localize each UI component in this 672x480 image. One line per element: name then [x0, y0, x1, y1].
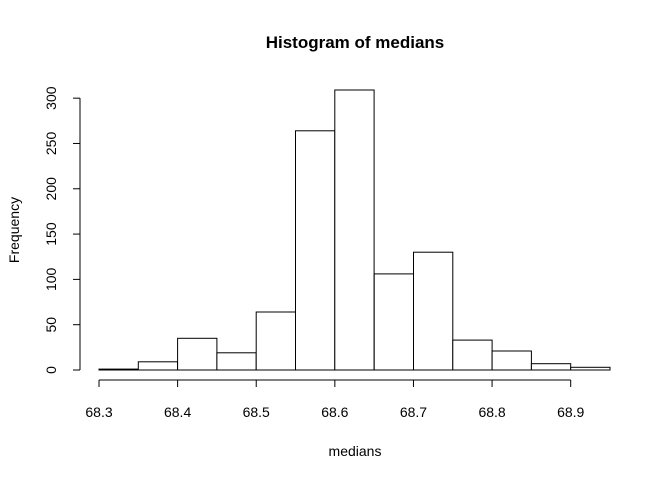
- histogram-bar: [452, 339, 493, 371]
- y-tick-label: 300: [43, 86, 59, 110]
- y-tick-label: 50: [43, 317, 59, 333]
- x-axis-label: medians: [329, 443, 382, 459]
- histogram-bar: [570, 366, 611, 371]
- x-tick-label: 68.5: [243, 404, 270, 420]
- histogram-bar: [295, 130, 336, 371]
- x-axis: 68.3 68.4 68.5 68.6 68.7 68.8 68.9: [85, 379, 585, 420]
- x-tick-label: 68.3: [85, 404, 112, 420]
- x-tick-label: 68.4: [164, 404, 191, 420]
- x-tick-label: 68.8: [478, 404, 505, 420]
- histogram-bar: [413, 251, 454, 371]
- y-tick-label: 250: [43, 132, 59, 156]
- histogram-bar: [98, 368, 139, 371]
- y-tick-label: 0: [43, 366, 59, 374]
- histogram-bar: [177, 337, 218, 371]
- x-tick-label: 68.7: [400, 404, 427, 420]
- chart-title: Histogram of medians: [266, 33, 445, 52]
- histogram-bar: [334, 89, 375, 371]
- histogram-bar: [373, 273, 415, 371]
- y-axis-label: Frequency: [6, 197, 22, 263]
- x-tick-label: 68.9: [557, 404, 584, 420]
- histogram-bar: [137, 361, 179, 371]
- y-tick-label: 150: [43, 222, 59, 246]
- histogram-bar: [530, 363, 572, 371]
- histogram-bar: [491, 350, 532, 371]
- histogram-bar: [255, 311, 297, 371]
- y-tick-label: 100: [43, 267, 59, 291]
- x-tick-label: 68.6: [321, 404, 348, 420]
- histogram-bar: [216, 352, 257, 371]
- y-axis: 0 50 100 150 200 250 300: [43, 86, 81, 374]
- bars-group: [98, 89, 611, 371]
- y-tick-label: 200: [43, 177, 59, 201]
